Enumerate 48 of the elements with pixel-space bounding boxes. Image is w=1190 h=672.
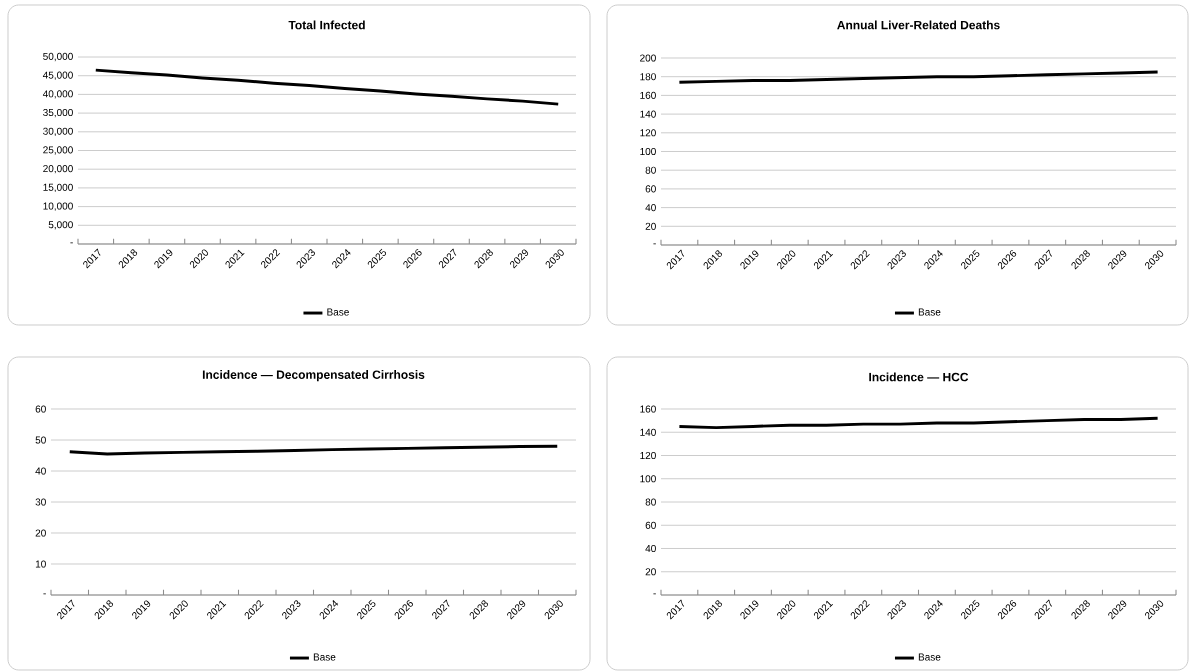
y-tick-label: 60: [645, 521, 656, 529]
y-tick-label: 15,000: [43, 183, 73, 193]
y-tick-label: 30,000: [43, 127, 73, 136]
y-tick-label: 80: [645, 166, 656, 174]
y-tick-label: 160: [640, 405, 656, 413]
y-tick-label: 10: [35, 560, 46, 568]
chart-title: Total Infected: [288, 20, 365, 30]
chart-title: Incidence — Decompensated Cirrhosis: [202, 370, 425, 382]
y-tick-label: -: [70, 242, 73, 244]
y-tick-label: 5,000: [48, 221, 73, 230]
chart-title: Incidence — HCC: [869, 372, 969, 382]
line-series: [94, 68, 560, 106]
y-tick-label: 30: [35, 498, 46, 506]
y-tick-label: 140: [640, 428, 656, 436]
y-tick-label: 20,000: [43, 165, 73, 174]
legend-label: Base: [327, 308, 349, 316]
legend-label: Base: [313, 653, 336, 661]
y-tick-label: -: [653, 243, 656, 245]
y-tick-label: 40: [35, 467, 46, 475]
legend-label: Base: [918, 308, 941, 316]
y-tick-label: 25,000: [43, 146, 73, 155]
y-tick-label: 140: [640, 110, 656, 118]
y-tick-label: 100: [640, 475, 656, 483]
y-tick-label: 20: [645, 568, 656, 576]
y-tick-label: 20: [645, 222, 656, 230]
y-tick-label: 120: [640, 129, 656, 137]
y-tick-label: 45,000: [42, 71, 73, 80]
y-tick-label: 35,000: [43, 108, 73, 118]
y-tick-label: 60: [645, 185, 656, 193]
y-tick-label: 40: [645, 204, 656, 212]
y-tick-label: 120: [640, 451, 656, 460]
y-tick-label: 100: [640, 147, 656, 156]
y-tick-label: 40,000: [42, 90, 73, 99]
y-tick-label: 60: [35, 405, 46, 413]
y-tick-label: -: [43, 593, 46, 595]
y-tick-label: 180: [640, 73, 656, 81]
line-series: [677, 416, 1160, 430]
y-tick-label: 40: [645, 544, 656, 553]
y-tick-label: 160: [640, 91, 656, 99]
chart-title: Annual Liver-Related Deaths: [837, 20, 1000, 30]
y-tick-label: -: [653, 593, 656, 595]
y-tick-label: 10,000: [43, 202, 73, 211]
y-tick-label: 20: [35, 529, 46, 537]
y-tick-label: 200: [640, 54, 656, 62]
y-tick-label: 50: [35, 436, 46, 444]
y-tick-label: 80: [645, 498, 656, 506]
y-tick-label: 50,000: [43, 52, 73, 62]
legend-label: Base: [918, 653, 941, 661]
